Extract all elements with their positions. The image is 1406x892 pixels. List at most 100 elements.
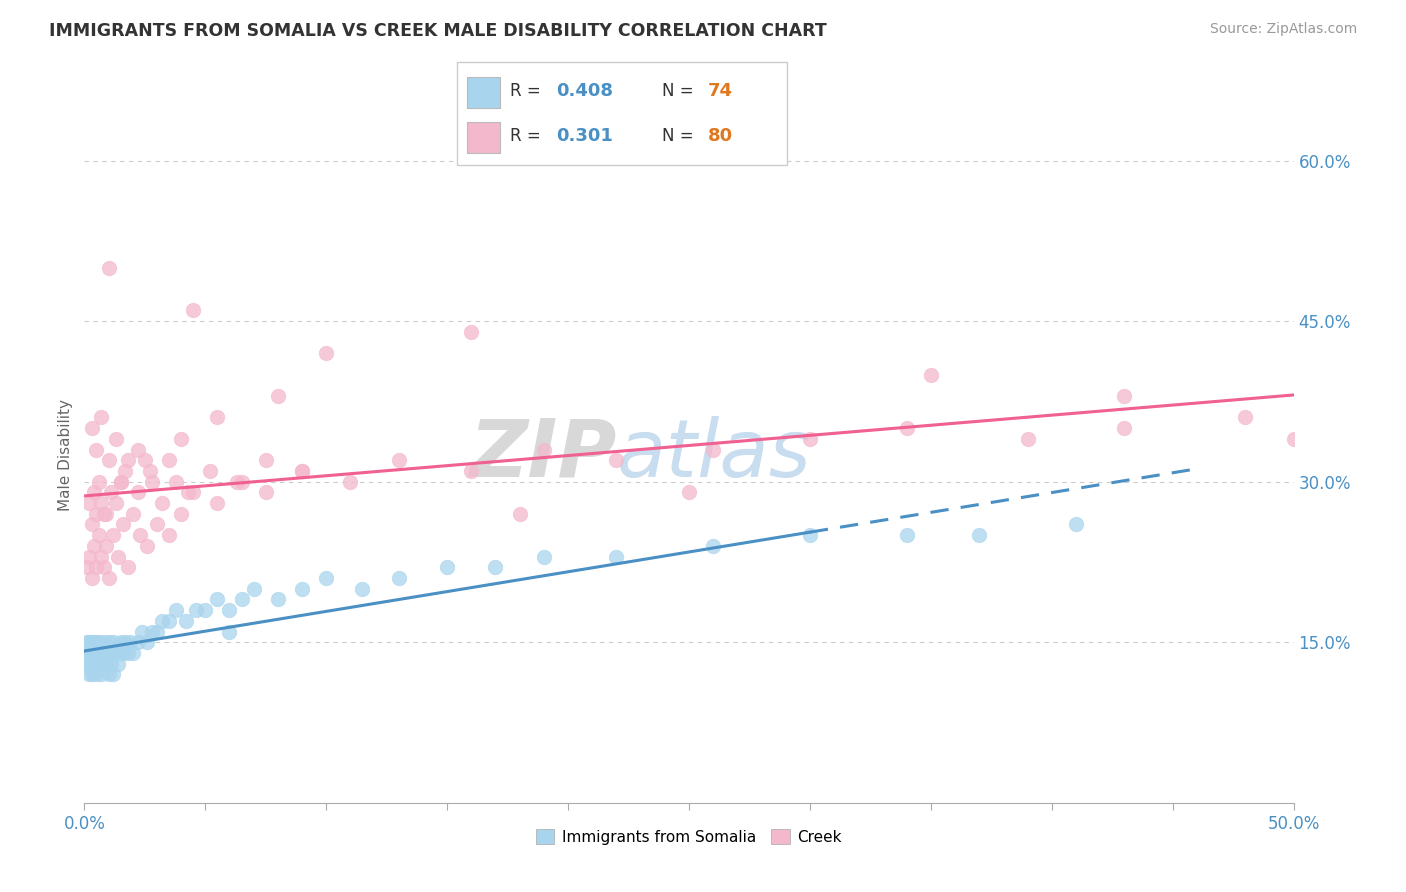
Point: [207, 410, 229, 425]
Point: [117, 453, 139, 467]
Point: [77, 667, 100, 681]
Text: 0.301: 0.301: [557, 128, 613, 145]
Point: [254, 485, 277, 500]
Point: [87, 635, 110, 649]
Point: [83, 635, 105, 649]
Point: [80, 667, 103, 681]
Text: 80: 80: [709, 128, 733, 145]
Point: [97, 646, 120, 660]
Point: [87, 528, 110, 542]
Point: [207, 592, 229, 607]
Point: [93, 560, 115, 574]
Point: [86, 635, 108, 649]
Point: [131, 624, 153, 639]
Point: [86, 667, 108, 681]
Point: [76, 646, 98, 660]
Point: [110, 475, 132, 489]
Point: [146, 517, 169, 532]
Point: [103, 635, 125, 649]
Point: [83, 657, 105, 671]
Point: [97, 571, 120, 585]
Point: [1017, 432, 1039, 446]
Point: [121, 507, 143, 521]
Text: R =: R =: [510, 128, 546, 145]
Point: [141, 475, 163, 489]
Text: atlas: atlas: [616, 416, 811, 494]
Point: [93, 635, 115, 649]
Point: [165, 475, 187, 489]
Point: [184, 603, 207, 617]
Point: [1114, 389, 1136, 403]
Point: [218, 624, 240, 639]
Point: [87, 475, 110, 489]
Point: [352, 582, 374, 596]
Point: [112, 517, 135, 532]
Point: [127, 485, 149, 500]
Point: [799, 528, 821, 542]
Point: [533, 549, 555, 564]
Point: [174, 614, 197, 628]
Point: [150, 614, 173, 628]
Point: [94, 507, 117, 521]
Point: [134, 453, 156, 467]
Point: [136, 635, 159, 649]
Y-axis label: Male Disability: Male Disability: [58, 399, 73, 511]
Point: [225, 475, 247, 489]
Point: [83, 485, 105, 500]
Point: [97, 453, 120, 467]
Point: [86, 646, 108, 660]
Point: [157, 453, 180, 467]
Text: N =: N =: [662, 82, 699, 100]
Point: [77, 657, 100, 671]
Point: [678, 485, 700, 500]
Text: IMMIGRANTS FROM SOMALIA VS CREEK MALE DISABILITY CORRELATION CHART: IMMIGRANTS FROM SOMALIA VS CREEK MALE DI…: [49, 22, 827, 40]
Point: [86, 442, 108, 457]
FancyBboxPatch shape: [467, 77, 501, 108]
Point: [1114, 421, 1136, 435]
Point: [436, 560, 458, 574]
Point: [484, 560, 506, 574]
Point: [1234, 410, 1257, 425]
Point: [181, 485, 204, 500]
Point: [94, 539, 117, 553]
Text: Source: ZipAtlas.com: Source: ZipAtlas.com: [1209, 22, 1357, 37]
Point: [83, 539, 105, 553]
Point: [97, 635, 120, 649]
Point: [103, 667, 125, 681]
Point: [138, 464, 160, 478]
Point: [198, 464, 221, 478]
Point: [231, 592, 253, 607]
Point: [94, 646, 117, 660]
Point: [388, 571, 411, 585]
Point: [267, 389, 290, 403]
Point: [121, 646, 143, 660]
Text: 74: 74: [709, 82, 733, 100]
Point: [896, 528, 918, 542]
Point: [76, 635, 98, 649]
Point: [127, 635, 149, 649]
Point: [207, 496, 229, 510]
Point: [76, 657, 98, 671]
Point: [110, 475, 132, 489]
Point: [97, 260, 120, 275]
Point: [533, 442, 555, 457]
Point: [605, 549, 627, 564]
Point: [90, 667, 112, 681]
Point: [90, 549, 112, 564]
Point: [231, 475, 253, 489]
Point: [967, 528, 990, 542]
Point: [93, 657, 115, 671]
Point: [90, 646, 112, 660]
Point: [267, 592, 290, 607]
Point: [90, 657, 112, 671]
Point: [97, 667, 120, 681]
Point: [114, 464, 136, 478]
Point: [1282, 432, 1305, 446]
Point: [339, 475, 361, 489]
Point: [86, 657, 108, 671]
Point: [460, 325, 482, 339]
Point: [80, 571, 103, 585]
Point: [146, 624, 169, 639]
Point: [77, 496, 100, 510]
Point: [83, 646, 105, 660]
